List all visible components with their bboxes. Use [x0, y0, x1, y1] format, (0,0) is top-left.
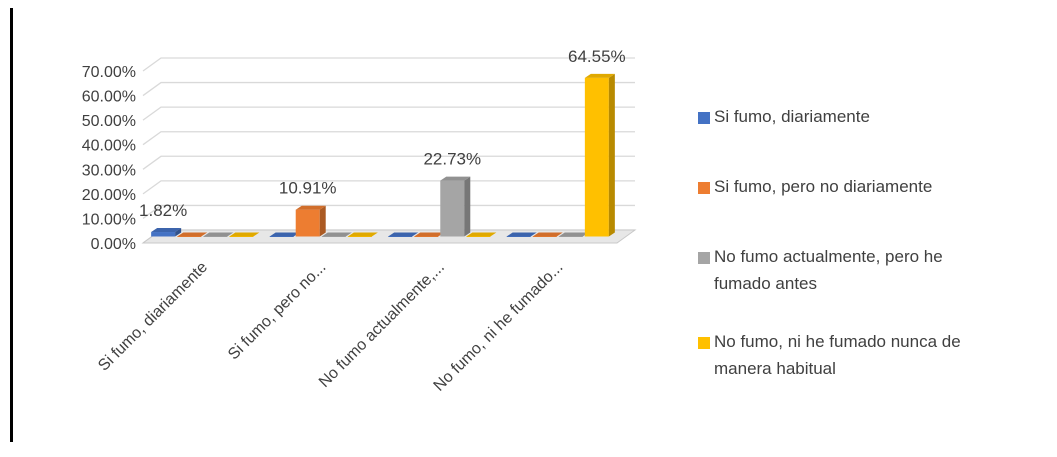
legend-swatch [698, 182, 710, 194]
bar-front [269, 236, 294, 237]
bar [321, 232, 352, 237]
gridline [142, 131, 635, 146]
gridline [142, 106, 635, 121]
legend-label: No fumo actualmente, pero he fumado ante… [714, 247, 943, 293]
bar-front [466, 236, 491, 237]
bar-top [321, 232, 352, 237]
data-labels: 1.82% 10.91% 22.73% 64.55% [139, 47, 626, 220]
bar-front [584, 77, 609, 237]
bar [506, 232, 537, 237]
y-tick-label: 10.00% [82, 211, 136, 228]
legend-item-no-diariamente: Si fumo, pero no diariamente [698, 177, 932, 200]
category-label: No fumo, ni he fumado... [431, 259, 567, 395]
bar-front [347, 236, 372, 237]
y-tick-label: 60.00% [82, 89, 136, 106]
y-tick-label: 20.00% [82, 187, 136, 204]
y-tick-label: 50.00% [82, 113, 136, 130]
bar-front [177, 236, 202, 237]
category-label: Si fumo, pero no... [225, 259, 329, 363]
legend-item-fumado-antes: No fumo actualmente, pero he fumado ante… [698, 247, 943, 297]
data-label: 22.73% [423, 150, 481, 169]
legend-label: Si fumo, pero no diariamente [714, 177, 933, 196]
bar [229, 232, 260, 237]
bar-top [558, 232, 589, 237]
data-label: 10.91% [279, 179, 337, 198]
bar-front [558, 236, 583, 237]
bar-top [177, 232, 208, 237]
bar [151, 228, 182, 237]
bar-front [151, 232, 176, 237]
legend-swatch [698, 337, 710, 349]
gridline [142, 155, 635, 170]
bar-front [321, 236, 346, 237]
y-tick-label: 30.00% [82, 162, 136, 179]
bar [440, 176, 471, 237]
legend-label: Si fumo, diariamente [714, 107, 870, 126]
data-label: 64.55% [568, 47, 626, 66]
legend-swatch [698, 252, 710, 264]
bar-front [295, 209, 320, 237]
gridline [142, 180, 635, 195]
bar-front [532, 236, 557, 237]
data-label: 1.82% [139, 201, 187, 220]
bar-front [388, 236, 413, 237]
gridlines [142, 57, 635, 244]
bar-side [608, 73, 615, 237]
gridline [142, 81, 635, 97]
bar [584, 73, 615, 237]
bar-front [229, 236, 254, 237]
y-tick-label: 40.00% [82, 138, 136, 155]
y-tick-label: 70.00% [82, 64, 136, 81]
bar-top [229, 232, 260, 237]
bar-top [466, 232, 497, 237]
bar [532, 232, 563, 237]
bar [295, 205, 326, 237]
bar [347, 232, 378, 237]
category-label: Si fumo, diariamente [95, 259, 211, 375]
bar-top [584, 73, 615, 78]
category-labels: Si fumo, diariamente Si fumo, pero no...N… [95, 259, 566, 395]
y-tick-label: 0.00% [91, 236, 136, 253]
y-axis-tick-labels: 0.00% 10.00% 20.00% 30.00% 40.00% 50.00% 60.00… [82, 64, 136, 253]
left-border-line [10, 8, 13, 442]
bar-top [347, 232, 378, 237]
legend-label: No fumo, ni he fumado nunca de manera ha… [714, 332, 961, 378]
legend-swatch [698, 112, 710, 124]
bar [203, 232, 234, 237]
bar [388, 232, 419, 237]
legend-item-nunca: No fumo, ni he fumado nunca de manera ha… [698, 332, 961, 382]
bar [177, 232, 208, 237]
bar [414, 232, 445, 237]
category-label: No fumo actualmente,... [316, 259, 448, 391]
bar-top [532, 232, 563, 237]
bar [558, 232, 589, 237]
bar-top [440, 176, 471, 181]
bar-side [175, 228, 182, 237]
bar-top [388, 232, 419, 237]
bar-top [151, 228, 182, 233]
bar-top [414, 232, 445, 237]
bar-top [203, 232, 234, 237]
bar-side [464, 176, 471, 237]
bar-top [269, 232, 300, 237]
bar-front [414, 236, 439, 237]
bar [466, 232, 497, 237]
bar-front [506, 236, 531, 237]
gridline [142, 204, 635, 219]
bars [151, 73, 615, 237]
bar-front [203, 236, 228, 237]
gridline [142, 57, 635, 72]
bar [269, 232, 300, 237]
legend-item-diariamente: Si fumo, diariamente [698, 107, 870, 130]
bar-top [506, 232, 537, 237]
bar-top [295, 205, 326, 210]
bar-side [319, 205, 326, 237]
bar-front [440, 180, 465, 237]
